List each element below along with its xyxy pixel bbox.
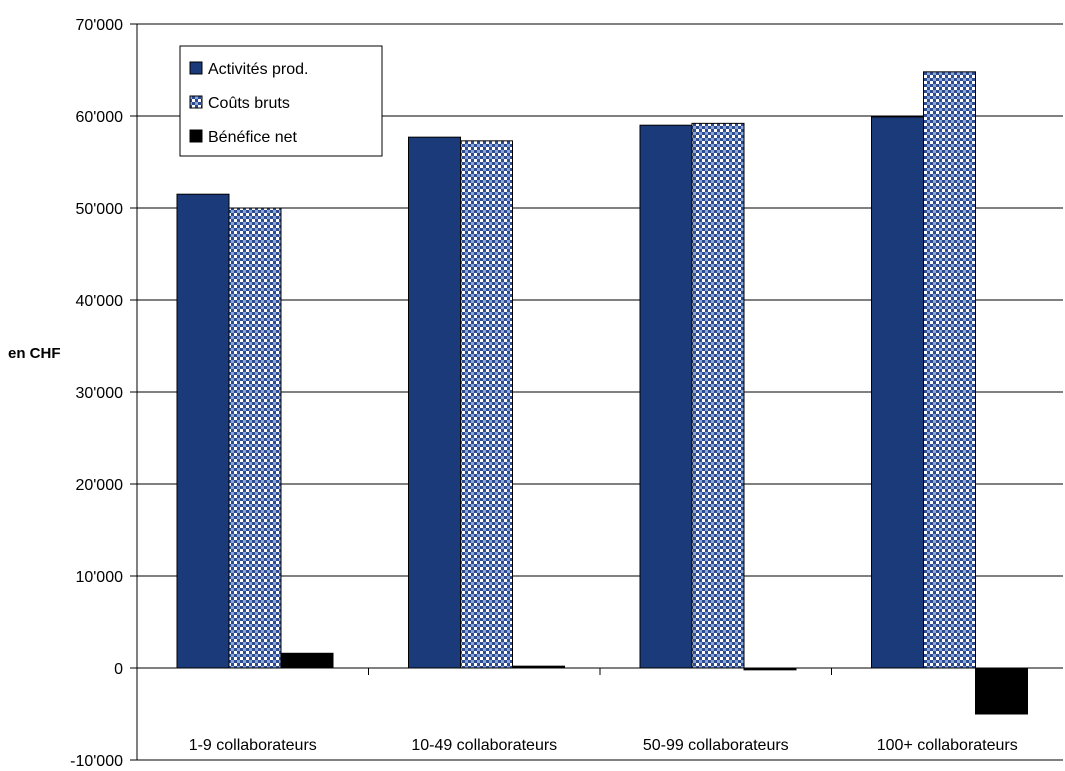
y-tick-label: -10'000 xyxy=(70,753,123,766)
y-tick-label: 20'000 xyxy=(75,477,123,494)
bar-co-ts-bruts-0 xyxy=(228,207,282,669)
x-category-label: 10-49 collaborateurs xyxy=(411,737,557,754)
bar-activit-s-prod-0 xyxy=(176,193,230,669)
x-category-labels: 1-9 collaborateurs 10-49 collaborateurs 50… xyxy=(189,737,1018,754)
legend-label: Bénéfice net xyxy=(208,129,298,146)
bar-activit-s-prod-2 xyxy=(639,124,693,669)
bar-activit-s-prod-3 xyxy=(871,116,924,669)
bar-b-n-fice-net-0 xyxy=(280,652,334,669)
y-tick-labels: -10'000 0 10'000 20'000 30'000 40'000 50'000 60… xyxy=(70,17,123,770)
y-tick-label: 40'000 xyxy=(75,293,123,310)
bar-co-ts-bruts-3 xyxy=(923,71,976,669)
y-tick-label: 10'000 xyxy=(75,569,123,586)
bar-activit-s-prod-1 xyxy=(408,136,461,669)
legend: Activités prod. Coûts bruts Bénéfice net xyxy=(179,45,383,157)
legend-label: Coûts bruts xyxy=(208,95,290,112)
y-tick-label: 60'000 xyxy=(75,109,123,126)
legend-swatch xyxy=(189,129,203,143)
bar-co-ts-bruts-1 xyxy=(460,140,513,669)
bar-co-ts-bruts-2 xyxy=(691,122,745,669)
x-category-label: 100+ collaborateurs xyxy=(877,737,1018,754)
legend-swatch xyxy=(189,95,203,109)
legend-swatch xyxy=(189,61,203,75)
x-category-label: 1-9 collaborateurs xyxy=(189,737,317,754)
legend-label: Activités prod. xyxy=(208,61,308,78)
y-tick-label: 0 xyxy=(114,661,123,678)
x-category-label: 50-99 collaborateurs xyxy=(643,737,789,754)
axes xyxy=(130,23,1063,761)
y-tick-label: 30'000 xyxy=(75,385,123,402)
bar-b-n-fice-net-3 xyxy=(975,667,1028,715)
y-tick-label: 70'000 xyxy=(75,17,123,34)
y-axis-label: en CHF xyxy=(8,345,61,362)
bars xyxy=(176,71,1028,715)
y-tick-label: 50'000 xyxy=(75,201,123,218)
legend-box xyxy=(179,45,383,157)
